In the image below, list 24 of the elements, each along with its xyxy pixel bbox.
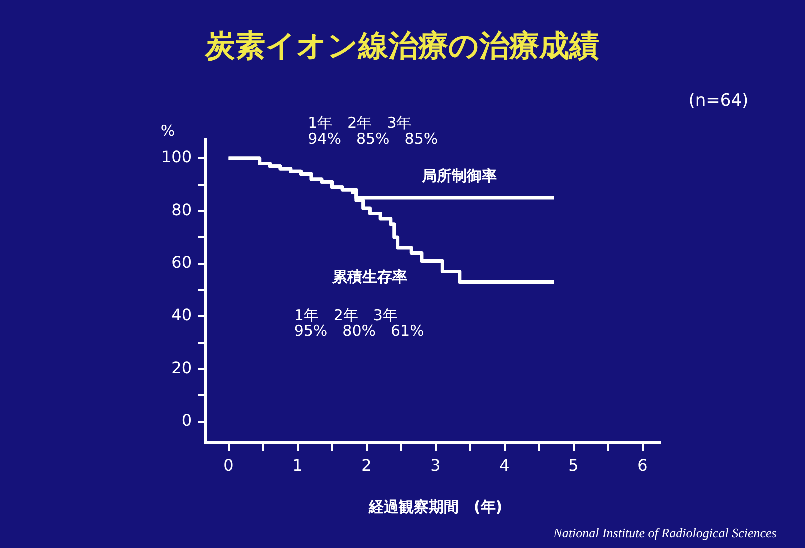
y-axis-title: % bbox=[160, 122, 176, 140]
y-tick-label: 40 bbox=[172, 306, 192, 325]
x-tick-label: 6 bbox=[638, 456, 648, 475]
x-tick-label: 3 bbox=[430, 456, 441, 475]
x-tick-label: 1 bbox=[292, 456, 303, 475]
text: 1年 2年 3年 bbox=[308, 114, 412, 132]
x-axis-title: 経過観察期間 (年) bbox=[368, 498, 503, 516]
y-tick-label: 60 bbox=[172, 252, 192, 272]
x-tick-label: 5 bbox=[568, 456, 579, 475]
annotation: 1年 2年 3年 bbox=[294, 306, 398, 324]
text: (n=64) bbox=[688, 90, 749, 111]
chart-title: 炭素イオン線治療の治療成績 bbox=[204, 28, 600, 64]
annotation: 94% 85% 85% bbox=[308, 130, 438, 148]
y-tick-label: 100 bbox=[161, 148, 192, 167]
x-tick-label: 2 bbox=[362, 456, 372, 475]
series-label: 累積生存率 bbox=[331, 268, 408, 286]
y-tick-label: 0 bbox=[182, 411, 192, 430]
x-tick-label: 0 bbox=[224, 456, 234, 475]
annotation: 95% 80% 61% bbox=[294, 322, 424, 340]
y-tick-label: 80 bbox=[172, 200, 192, 220]
text: National Institute of Radiological Sciences bbox=[552, 526, 777, 541]
x-tick-label: 4 bbox=[500, 456, 510, 475]
y-tick-label: 20 bbox=[172, 358, 192, 378]
series-label: 局所制御率 bbox=[420, 166, 497, 185]
